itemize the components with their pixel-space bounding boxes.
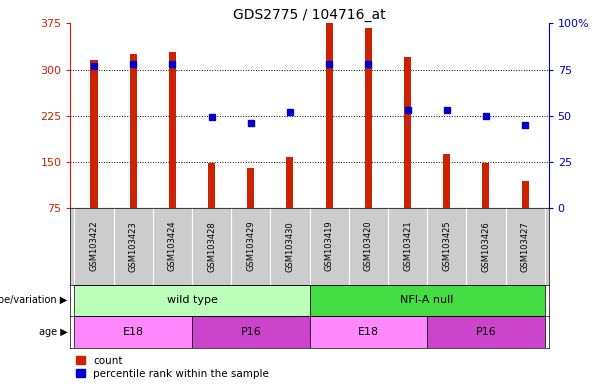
Text: GSM103424: GSM103424	[168, 221, 177, 271]
Text: GSM103419: GSM103419	[325, 221, 333, 271]
Bar	[310, 316, 427, 348]
Bar	[326, 23, 333, 208]
Bar	[74, 316, 192, 348]
Bar	[130, 54, 137, 208]
Bar	[310, 285, 545, 316]
Bar	[208, 163, 215, 208]
Text: GSM103429: GSM103429	[246, 221, 255, 271]
Bar	[192, 316, 310, 348]
Bar	[427, 316, 545, 348]
Text: P16: P16	[476, 327, 497, 337]
Text: NFI-A null: NFI-A null	[400, 295, 454, 305]
Text: E18: E18	[358, 327, 379, 337]
Bar	[91, 60, 97, 208]
Text: GSM103421: GSM103421	[403, 221, 412, 271]
Text: GSM103422: GSM103422	[89, 221, 99, 271]
Text: wild type: wild type	[167, 295, 218, 305]
Text: GSM103423: GSM103423	[129, 221, 138, 271]
Text: E18: E18	[123, 327, 144, 337]
Text: P16: P16	[240, 327, 261, 337]
Text: age ▶: age ▶	[39, 327, 67, 337]
Bar	[365, 28, 372, 208]
Bar	[247, 168, 254, 208]
Bar	[169, 52, 176, 208]
Title: GDS2775 / 104716_at: GDS2775 / 104716_at	[234, 8, 386, 22]
Bar	[74, 285, 310, 316]
Text: genotype/variation ▶: genotype/variation ▶	[0, 295, 67, 305]
Bar	[286, 157, 294, 208]
Legend: count, percentile rank within the sample: count, percentile rank within the sample	[75, 356, 269, 379]
Text: GSM103425: GSM103425	[442, 221, 451, 271]
Text: GSM103430: GSM103430	[286, 221, 294, 271]
Text: GSM103427: GSM103427	[520, 221, 530, 271]
Text: GSM103428: GSM103428	[207, 221, 216, 271]
Bar	[482, 163, 489, 208]
Text: GSM103420: GSM103420	[364, 221, 373, 271]
Bar	[404, 57, 411, 208]
Bar	[443, 154, 451, 208]
Bar	[522, 181, 528, 208]
Text: GSM103426: GSM103426	[481, 221, 490, 271]
